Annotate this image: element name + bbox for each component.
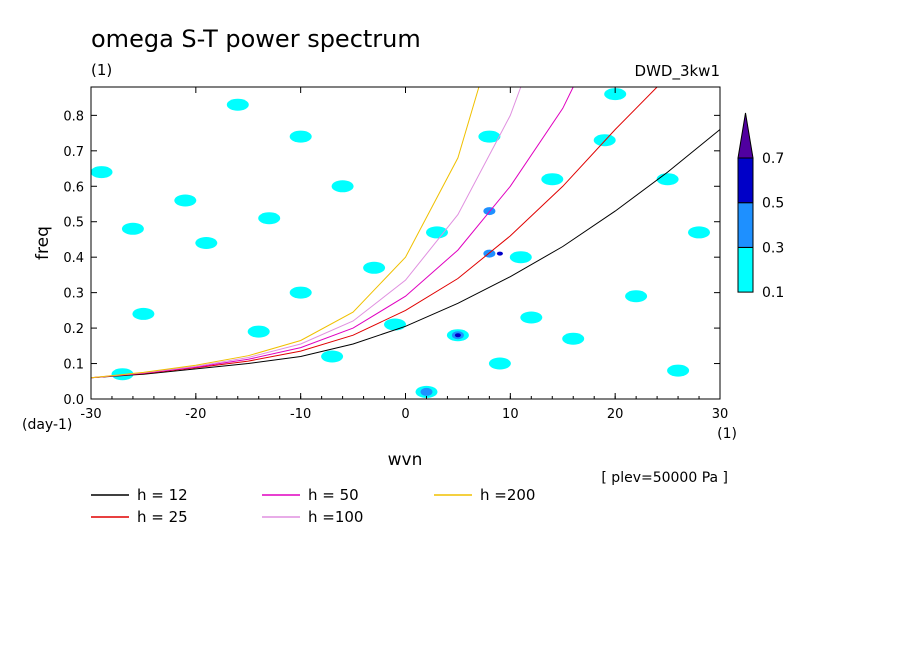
x-tick-label: -20 [185,407,206,422]
y-tick-label: 0.1 [63,358,84,373]
legend-label: h = 25 [137,508,188,526]
legend-label: h =200 [480,486,535,504]
colorbar-label: 0.3 [762,240,784,256]
shaded-regions [91,88,710,398]
shaded-region [496,251,503,256]
y-tick-label: 0.6 [63,180,84,195]
colorbar: 0.1 0.3 0.5 0.7 [737,112,784,301]
shaded-region [420,387,433,396]
x-tick-label: 0 [401,407,409,422]
series-line-2 [91,87,574,379]
y-tick-label: 0.4 [63,251,84,266]
shaded-region [363,261,386,274]
x-tick-label: 10 [502,407,519,422]
colorbar-label: 0.1 [762,285,784,301]
chart-title: omega S-T power spectrum [91,25,421,53]
shaded-region [478,130,501,143]
shaded-region [562,332,585,345]
legend-label: h = 50 [308,486,359,504]
shaded-region [132,307,155,320]
shaded-region [520,311,543,324]
series-line-4 [91,87,480,379]
plot-frame [90,86,721,400]
colorbar-extend-triangle [737,112,754,159]
shaded-region [688,226,710,239]
shaded-region [226,98,249,111]
y-tick-label: 0.3 [63,287,84,302]
colorbar-swatch [737,202,754,248]
shaded-region [289,286,312,299]
dispersion-curves [91,87,720,379]
shaded-region [667,364,690,377]
shaded-region [321,350,344,363]
shaded-region [509,251,532,264]
x-tick-label: 30 [712,407,729,422]
dataset-label: DWD_3kw1 [635,62,720,81]
shaded-region [331,180,354,193]
y-tick-label: 0.7 [63,145,84,160]
y-tick-label: 0.5 [63,216,84,231]
shaded-region [289,130,312,143]
y-axis: 0.0 0.1 0.2 0.3 0.4 0.5 0.6 0.7 0.8 [63,109,720,408]
shaded-region [426,226,448,239]
shaded-region [656,173,679,186]
shaded-region [604,88,627,101]
chart-subtitle: (1) [91,61,112,79]
x-axis-label: wvn [388,450,423,470]
y-tick-label: 0.8 [63,109,84,124]
y-axis-unit: (day-1) [22,417,72,433]
shaded-region [174,194,197,207]
x-tick-label: -30 [80,407,101,422]
x-tick-label: -10 [290,407,311,422]
shaded-region [247,325,270,338]
series-line-1 [91,87,658,379]
shaded-region [625,290,648,303]
colorbar-label: 0.5 [762,196,784,212]
y-tick-label: 0.2 [63,322,84,337]
colorbar-label: 0.7 [762,151,784,167]
legend-label: h = 12 [137,486,188,504]
colorbar-swatch [737,246,754,293]
y-tick-label: 0.0 [63,393,84,408]
annotation: [ plev=50000 Pa ] [601,470,728,486]
shaded-region [384,318,406,331]
legend-label: h =100 [308,508,363,526]
x-axis: -30 -20 -10 0 10 20 30 [80,87,728,422]
shaded-region [454,333,461,338]
legend: h = 12 h = 25 h = 50 h =100 h =200 [91,486,535,526]
shaded-region [488,357,511,370]
shaded-region [195,237,218,249]
colorbar-swatch [737,157,754,204]
x-axis-unit: (1) [717,426,737,442]
shaded-region [91,166,113,179]
y-axis-label: freq [33,226,53,260]
shaded-region [541,173,564,186]
x-tick-label: 20 [607,407,624,422]
series-line-3 [91,87,522,379]
shaded-region [121,222,144,235]
series-line-0 [91,129,720,379]
shaded-region [258,212,281,225]
